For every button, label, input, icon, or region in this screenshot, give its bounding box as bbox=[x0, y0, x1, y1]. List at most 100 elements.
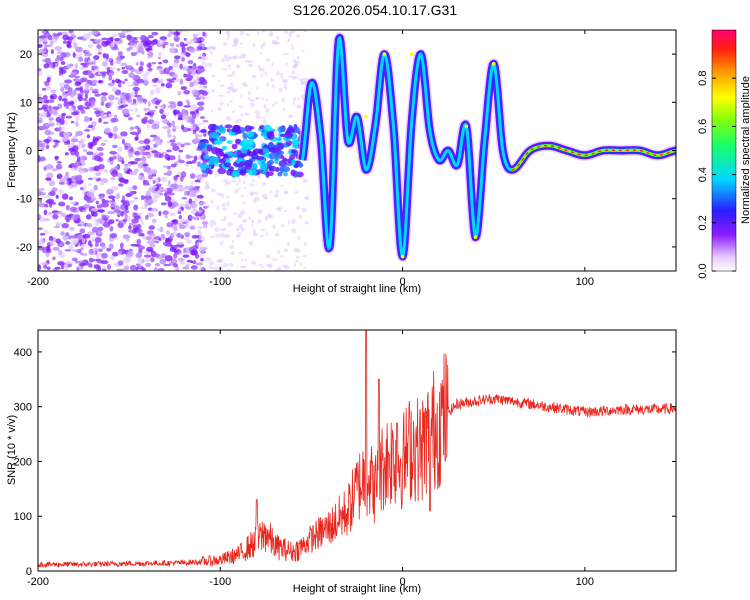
spectrogram-speckle-dot bbox=[39, 198, 43, 203]
spectrogram-speckle-dot bbox=[162, 210, 169, 216]
spectrogram-x-tick-label: 100 bbox=[576, 276, 594, 288]
spectrogram-speckle-dot bbox=[75, 116, 80, 122]
spectrogram-haze-dot bbox=[254, 110, 260, 115]
spectrogram-haze-dot bbox=[235, 183, 239, 186]
spectrogram-core-dot bbox=[217, 167, 227, 175]
spectrogram-haze-dot bbox=[222, 42, 228, 46]
spectrogram-speckle-dot bbox=[183, 113, 188, 117]
spectrogram-speckle-dot bbox=[190, 202, 198, 209]
spectrogram-speckle-dot bbox=[43, 45, 48, 52]
spectrogram-speckle-dot bbox=[65, 171, 69, 177]
spectrogram-speckle-dot bbox=[187, 60, 194, 65]
spectrogram-speckle-dot bbox=[185, 206, 192, 210]
spectrogram-speckle-dot bbox=[188, 198, 193, 204]
spectrogram-speckle-dot bbox=[102, 121, 109, 125]
spectrogram-haze-dot bbox=[262, 119, 268, 124]
spectrogram-speckle-dot bbox=[84, 82, 90, 89]
spectrogram-haze-dot bbox=[198, 266, 205, 271]
spectrogram-speckle-dot bbox=[38, 227, 43, 231]
spectrogram-speckle-dot bbox=[138, 263, 142, 269]
spectrogram-speckle-dot bbox=[157, 52, 163, 57]
spectrogram-haze-dot bbox=[257, 263, 264, 266]
spectrogram-haze-dot bbox=[260, 228, 266, 232]
spectrogram-haze-dot bbox=[214, 173, 217, 178]
spectrogram-speckle-dot bbox=[38, 107, 43, 111]
spectrogram-speckle-dot bbox=[184, 65, 189, 70]
spectrogram-speckle-dot bbox=[38, 142, 43, 148]
spectrogram-speckle-dot bbox=[106, 66, 111, 74]
spectrogram-speckle-dot bbox=[149, 114, 154, 118]
spectrogram-speckle-dot bbox=[191, 65, 198, 71]
spectrogram-speckle-dot bbox=[178, 203, 186, 210]
spectrogram-speckle-dot bbox=[107, 101, 112, 108]
spectrogram-speckle-dot bbox=[176, 233, 183, 238]
spectrogram-speckle-dot bbox=[144, 215, 149, 220]
spectrogram-speckle-dot bbox=[183, 105, 191, 108]
spectrogram-haze-dot bbox=[211, 89, 215, 93]
spectrogram-speckle-dot bbox=[149, 109, 156, 113]
spectrogram-haze-dot bbox=[290, 30, 296, 34]
spectrogram-speckle-dot bbox=[45, 253, 50, 258]
spectrogram-speckle-dot bbox=[83, 204, 91, 209]
spectrogram-speckle-dot bbox=[190, 260, 194, 264]
spectrogram-speckle-dot bbox=[93, 59, 97, 66]
spectrogram-speckle-dot bbox=[168, 101, 176, 105]
spectrogram-haze-dot bbox=[237, 187, 242, 191]
spectrogram-speckle-dot bbox=[60, 61, 66, 65]
spectrogram-speckle-dot bbox=[138, 46, 144, 53]
spectrogram-haze-dot bbox=[298, 214, 302, 219]
spectrogram-core-dot bbox=[278, 126, 285, 132]
spectrogram-haze-dot bbox=[242, 218, 248, 223]
spectrogram-speckle-dot bbox=[129, 131, 138, 135]
spectrogram-speckle-dot bbox=[68, 74, 76, 78]
spectrogram-speckle-dot bbox=[125, 95, 130, 101]
spectrogram-speckle-dot bbox=[114, 165, 120, 169]
spectrogram-speckle-dot bbox=[107, 195, 116, 199]
spectrogram-speckle-dot bbox=[115, 60, 122, 65]
spectrogram-speckle-dot bbox=[134, 82, 140, 86]
spectrogram-speckle-dot bbox=[94, 242, 99, 248]
spectrogram-speckle-dot bbox=[102, 215, 107, 220]
spectrogram-speckle-dot bbox=[53, 225, 60, 229]
spectrogram-core-dot bbox=[276, 150, 285, 156]
spectrogram-speckle-dot bbox=[142, 183, 151, 186]
spectrogram-speckle-dot bbox=[185, 223, 190, 228]
spectrogram-speckle-dot bbox=[110, 42, 116, 48]
spectrogram-speckle-dot bbox=[54, 211, 62, 215]
snr-y-tick-label: 400 bbox=[14, 347, 32, 359]
ridge-hotspot bbox=[400, 254, 405, 259]
spectrogram-haze-dot bbox=[231, 56, 237, 60]
spectrogram-speckle-dot bbox=[192, 260, 197, 265]
spectrogram-speckle-dot bbox=[97, 52, 102, 55]
spectrogram-speckle-dot bbox=[87, 124, 94, 129]
spectrogram-speckle-dot bbox=[101, 61, 108, 67]
spectrogram-speckle-dot bbox=[98, 80, 102, 84]
spectrogram-speckle-dot bbox=[183, 89, 191, 95]
spectrogram-core-dot bbox=[232, 171, 240, 177]
spectrogram-core-dot bbox=[201, 169, 209, 174]
spectrogram-speckle-dot bbox=[59, 178, 66, 183]
spectrogram-haze-dot bbox=[221, 240, 224, 243]
spectrogram-core-dot bbox=[238, 161, 246, 167]
spectrogram-speckle-dot bbox=[151, 61, 157, 65]
spectrogram-haze-dot bbox=[258, 64, 261, 70]
spectrogram-speckle-dot bbox=[195, 108, 199, 113]
spectrogram-speckle-dot bbox=[67, 263, 73, 268]
spectrogram-haze-dot bbox=[225, 195, 230, 199]
spectrogram-speckle-dot bbox=[201, 80, 207, 85]
spectrogram-speckle-dot bbox=[201, 221, 209, 225]
spectrogram-speckle-dot bbox=[84, 52, 92, 57]
spectrogram-speckle-dot bbox=[90, 99, 95, 105]
spectrogram-speckle-dot bbox=[137, 127, 142, 135]
spectrogram-haze-dot bbox=[226, 268, 231, 271]
spectrogram-speckle-dot bbox=[175, 78, 181, 82]
spectrogram-speckle-dot bbox=[87, 144, 93, 149]
spectrogram-haze-dot bbox=[196, 93, 201, 96]
spectrogram-y-tick-label: 10 bbox=[20, 97, 32, 109]
spectrogram-speckle-dot bbox=[38, 48, 46, 54]
spectrogram-haze-dot bbox=[221, 207, 228, 211]
spectrogram-speckle-dot bbox=[172, 263, 179, 268]
spectrogram-speckle-dot bbox=[70, 120, 75, 124]
spectrogram-haze-dot bbox=[303, 254, 307, 258]
spectrogram-haze-dot bbox=[244, 258, 247, 262]
